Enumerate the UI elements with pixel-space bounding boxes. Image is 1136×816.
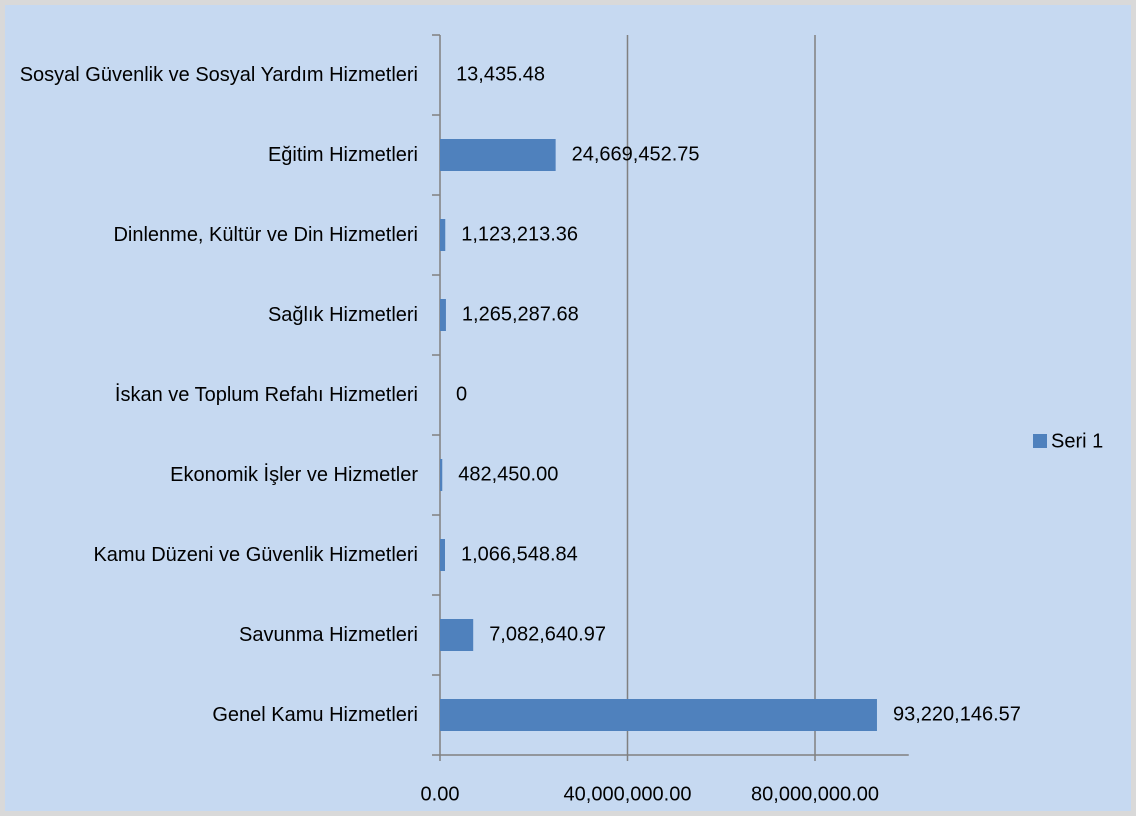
y-tick-label: Dinlenme, Kültür ve Din Hizmetleri: [113, 224, 418, 246]
bar: [440, 699, 877, 731]
y-tick-label: Sağlık Hizmetleri: [267, 304, 418, 326]
y-tick-label: Ekonomik İşler ve Hizmetler: [170, 464, 418, 486]
data-label: 7,082,640.97: [489, 623, 606, 645]
y-tick-label: Kamu Düzeni ve Güvenlik Hizmetleri: [93, 544, 418, 566]
bar: [440, 619, 474, 651]
data-label: 1,123,213.36: [461, 223, 578, 245]
data-label: 24,669,452.75: [572, 143, 700, 165]
background: [5, 5, 1131, 811]
y-tick-label: Eğitim Hizmetleri: [267, 144, 418, 166]
legend-swatch: [1033, 434, 1047, 448]
bar: [440, 539, 445, 571]
bar: [440, 219, 446, 251]
x-tick-label: 40,000,000.00: [564, 783, 692, 805]
y-tick-label: Sosyal Güvenlik ve Sosyal Yardım Hizmetl…: [19, 64, 418, 86]
data-label: 13,435.48: [456, 63, 545, 85]
y-tick-label: İskan ve Toplum Refahı Hizmetleri: [114, 384, 418, 406]
data-label: 1,066,548.84: [461, 543, 578, 565]
bar: [440, 299, 446, 331]
x-tick-label: 0.00: [421, 783, 460, 805]
x-tick-label: 80,000,000.00: [751, 783, 879, 805]
bar: [440, 139, 556, 171]
y-tick-label: Savunma Hizmetleri: [239, 624, 418, 646]
bar: [440, 459, 443, 491]
data-label: 93,220,146.57: [893, 703, 1021, 725]
legend-label: Seri 1: [1051, 430, 1103, 452]
y-tick-label: Genel Kamu Hizmetleri: [212, 704, 418, 726]
data-label: 1,265,287.68: [462, 303, 579, 325]
data-label: 482,450.00: [458, 463, 558, 485]
data-label: 0: [456, 383, 467, 405]
